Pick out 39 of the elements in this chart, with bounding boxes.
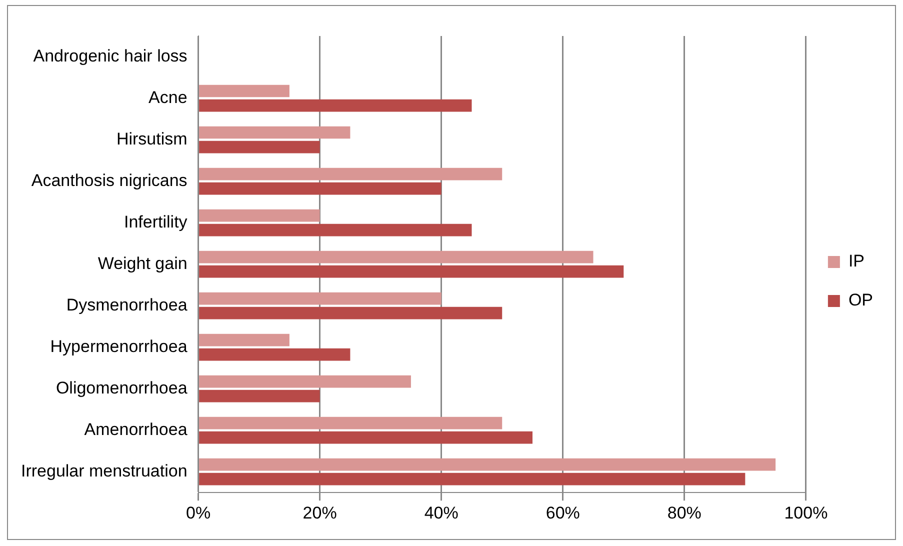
y-tick-label: Infertility xyxy=(124,212,188,232)
bar xyxy=(199,375,411,388)
bar xyxy=(199,84,290,98)
y-tick-label: Acanthosis nigricans xyxy=(31,170,188,190)
bar xyxy=(199,292,442,305)
y-tick-label: Hirsutism xyxy=(116,129,188,148)
bar xyxy=(199,168,502,180)
bar xyxy=(199,458,776,471)
bar xyxy=(199,250,594,264)
x-tick-label: 100% xyxy=(784,503,828,522)
y-tick-label: Hypermenorrhoea xyxy=(50,337,188,356)
y-tick-label: Irregular menstruation xyxy=(20,462,188,481)
bar xyxy=(199,348,350,361)
bar xyxy=(199,431,532,444)
x-tick-label: 60% xyxy=(546,503,580,522)
y-tick-label: Dysmenorrhoea xyxy=(66,295,188,314)
bar xyxy=(199,224,472,236)
bar xyxy=(199,209,320,222)
bar xyxy=(199,182,442,195)
y-tick-label: Acne xyxy=(148,88,188,107)
bar xyxy=(199,472,746,486)
x-tick-label: 80% xyxy=(667,503,702,522)
bar xyxy=(199,306,502,320)
bar xyxy=(199,334,290,346)
x-tick-label: 0% xyxy=(186,503,211,522)
x-tick-label: 20% xyxy=(302,503,337,522)
x-tick-label: 40% xyxy=(424,503,458,522)
y-tick-label: Weight gain xyxy=(98,254,188,273)
bar xyxy=(199,126,350,139)
bar xyxy=(199,99,472,112)
y-tick-label: Oligomenorrhoea xyxy=(56,378,188,398)
bar xyxy=(199,390,320,402)
legend-label: IP xyxy=(848,252,864,271)
y-tick-label: Amenorrhoea xyxy=(84,420,188,440)
bar xyxy=(199,140,320,154)
y-tick-label: Androgenic hair loss xyxy=(33,46,188,66)
legend-label: OP xyxy=(848,290,873,310)
bar xyxy=(199,416,502,430)
bar xyxy=(199,265,624,278)
